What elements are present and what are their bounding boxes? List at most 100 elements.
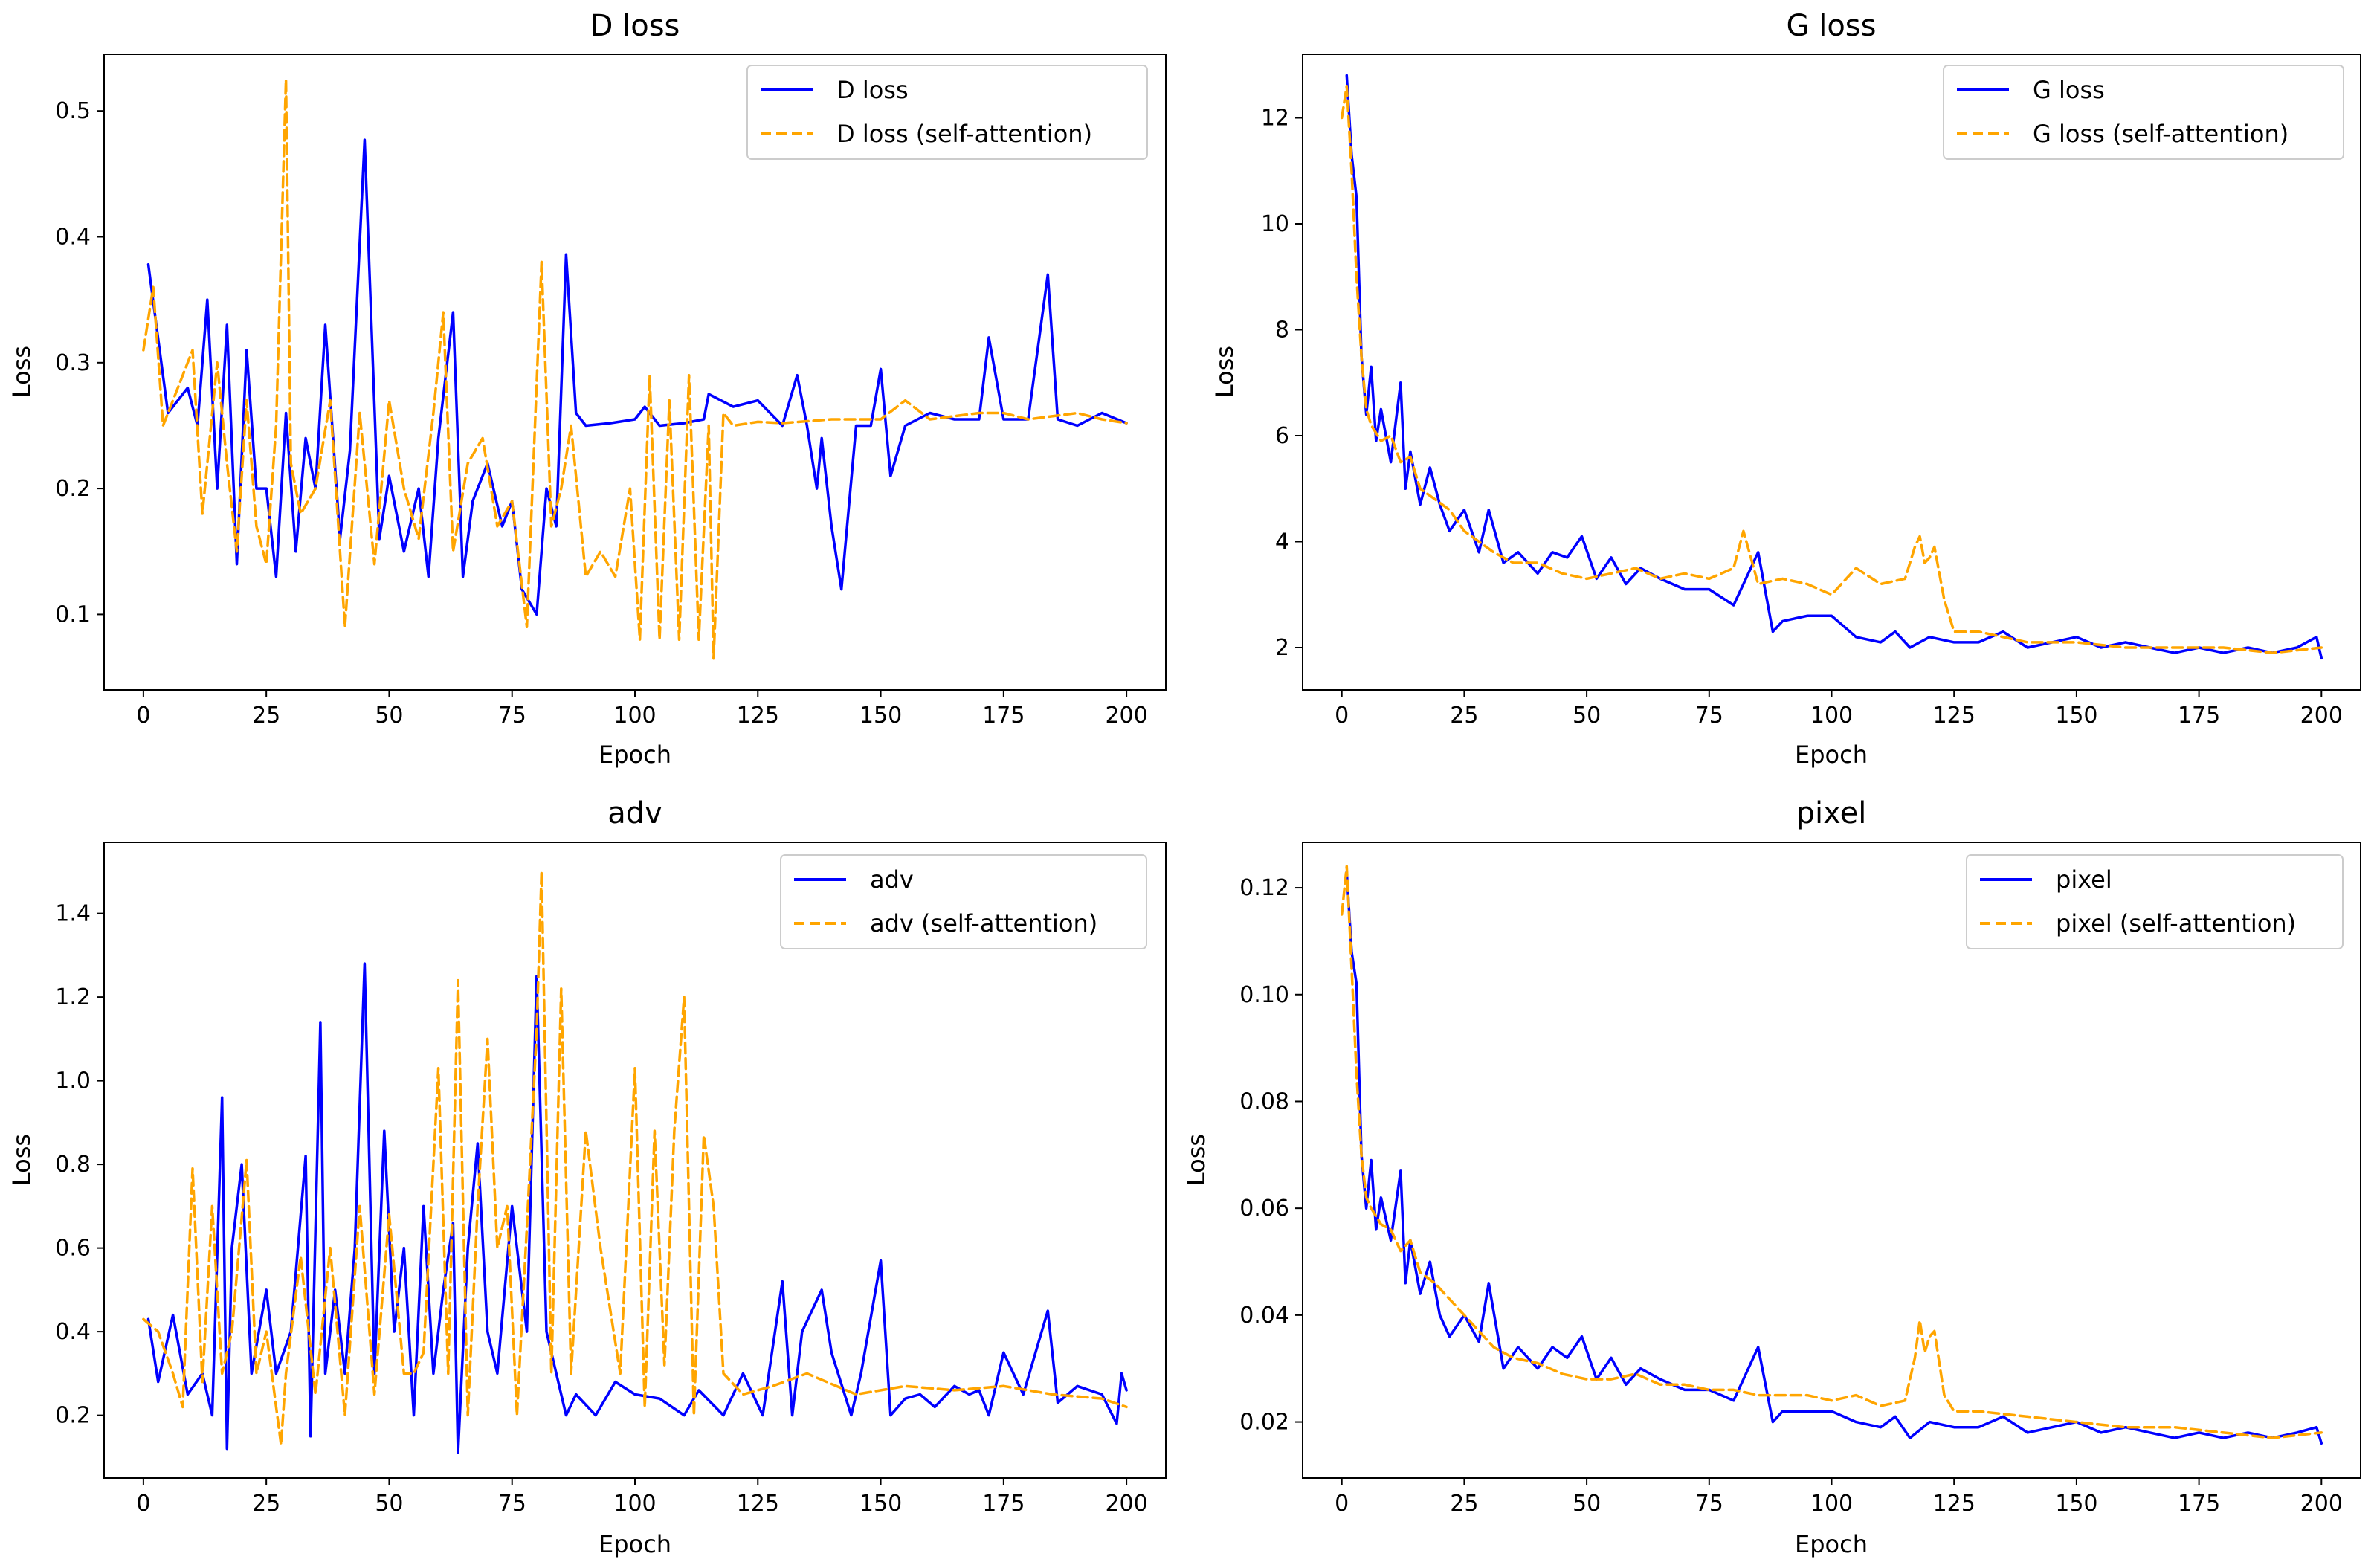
y-tick-label-adv-1: 0.4: [55, 1319, 91, 1345]
x-tick-label-pixel-200: 200: [2300, 1491, 2343, 1517]
series-line-g-loss-self-attention: [1340, 84, 2323, 654]
y-tick-label-g-loss-2: 6: [1275, 423, 1289, 449]
x-tick-label-d-loss-150: 150: [859, 703, 902, 729]
x-axis-label-adv: Epoch: [599, 1530, 671, 1558]
legend-adv: adv adv (self-attention): [780, 854, 1147, 949]
x-tick-label-adv-125: 125: [737, 1491, 779, 1517]
x-tick-label-g-loss-150: 150: [2055, 703, 2097, 729]
y-tick-label-g-loss-3: 8: [1275, 317, 1289, 343]
legend-frame-d-loss: [746, 65, 1148, 160]
y-tick-label-d-loss-4: 0.5: [55, 98, 91, 124]
x-tick-label-g-loss-0: 0: [1335, 703, 1349, 729]
x-tick-label-pixel-175: 175: [2178, 1491, 2220, 1517]
y-tick-label-adv-3: 0.8: [55, 1152, 91, 1178]
legend-label-adv-self-attention: adv (self-attention): [870, 909, 1097, 938]
x-tick-label-adv-200: 200: [1105, 1491, 1147, 1517]
x-tick-label-pixel-50: 50: [1573, 1491, 1601, 1517]
x-tick-label-d-loss-125: 125: [737, 703, 779, 729]
series-line-d-loss: [146, 138, 1128, 616]
y-tick-label-adv-2: 0.6: [55, 1236, 91, 1262]
plot-area-g-loss: 0 25 50 75 100 125 150 175 200 2 4 6 8 10 12: [1261, 54, 2361, 729]
y-tick-label-adv-4: 1.0: [55, 1068, 91, 1094]
x-tick-label-d-loss-0: 0: [136, 703, 150, 729]
x-tick-label-adv-25: 25: [252, 1491, 280, 1517]
legend-label-pixel-self-attention: pixel (self-attention): [2056, 909, 2296, 938]
y-tick-label-d-loss-2: 0.3: [55, 350, 91, 376]
series-group-g-loss: [1340, 74, 2323, 660]
legend-frame-g-loss: [1943, 65, 2344, 160]
chart-title-d-loss: D loss: [590, 9, 680, 43]
x-tick-label-adv-100: 100: [613, 1491, 656, 1517]
y-tick-label-pixel-1: 0.04: [1239, 1303, 1289, 1329]
y-tick-label-d-loss-1: 0.2: [55, 476, 91, 502]
x-tick-label-g-loss-200: 200: [2300, 703, 2343, 729]
x-tick-label-adv-150: 150: [859, 1491, 902, 1517]
legend-label-g-loss-self-attention: G loss (self-attention): [2033, 120, 2288, 148]
x-tick-label-g-loss-25: 25: [1450, 703, 1478, 729]
series-line-pixel-self-attention: [1340, 865, 2323, 1439]
y-axis-label-pixel: Loss: [1182, 1134, 1210, 1186]
plot-area-d-loss: 0 25 50 75 100 125 150 175 200 0.1 0.2 0.3 0.4 0.5: [55, 54, 1167, 729]
panel-pixel: 0 25 50 75 100 125 150 175 200 0.02 0.04 0.06 0.08 0.…: [1182, 796, 2361, 1558]
series-line-adv-self-attention: [142, 870, 1128, 1446]
y-tick-label-pixel-4: 0.10: [1239, 982, 1289, 1008]
series-line-adv: [146, 962, 1128, 1455]
x-axis-label-g-loss: Epoch: [1795, 741, 1868, 769]
y-tick-label-d-loss-0: 0.1: [55, 601, 91, 627]
x-tick-label-adv-50: 50: [375, 1491, 403, 1517]
y-axis-label-g-loss: Loss: [1210, 346, 1239, 398]
y-tick-label-adv-6: 1.4: [55, 901, 91, 927]
x-tick-label-adv-75: 75: [498, 1491, 526, 1517]
y-tick-label-adv-5: 1.2: [55, 984, 91, 1010]
x-tick-label-pixel-100: 100: [1810, 1491, 1853, 1517]
plot-frame-g-loss: [1302, 54, 2361, 691]
legend-pixel: pixel pixel (self-attention): [1966, 854, 2344, 949]
y-axis-label-adv: Loss: [7, 1134, 36, 1186]
x-tick-label-pixel-25: 25: [1450, 1491, 1478, 1517]
x-tick-label-d-loss-200: 200: [1105, 703, 1147, 729]
x-tick-label-g-loss-50: 50: [1573, 703, 1601, 729]
legend-d-loss: D loss D loss (self-attention): [746, 65, 1148, 160]
x-tick-label-g-loss-100: 100: [1810, 703, 1853, 729]
y-tick-label-d-loss-3: 0.4: [55, 224, 91, 250]
x-tick-label-pixel-0: 0: [1335, 1491, 1349, 1517]
x-tick-label-g-loss-125: 125: [1933, 703, 1975, 729]
y-axis-label-d-loss: Loss: [7, 346, 36, 398]
plot-area-adv: 0 25 50 75 100 125 150 175 200 0.2 0.4 0.6 0.8 1.0 1.2…: [55, 842, 1167, 1517]
panel-g-loss: 0 25 50 75 100 125 150 175 200 2 4 6 8 10 12 G loss Ep…: [1210, 9, 2361, 769]
x-tick-label-d-loss-50: 50: [375, 703, 403, 729]
x-tick-label-pixel-150: 150: [2055, 1491, 2097, 1517]
series-group-pixel: [1340, 865, 2323, 1445]
panel-adv: 0 25 50 75 100 125 150 175 200 0.2 0.4 0.6 0.8 1.0 1.2…: [7, 796, 1167, 1558]
x-axis-label-pixel: Epoch: [1795, 1530, 1868, 1558]
y-tick-label-g-loss-0: 2: [1275, 635, 1289, 661]
x-tick-label-adv-0: 0: [136, 1491, 150, 1517]
panel-d-loss: 0 25 50 75 100 125 150 175 200 0.1 0.2 0.3 0.4 0.5 D …: [7, 9, 1167, 769]
chart-title-pixel: pixel: [1796, 796, 1867, 830]
x-tick-label-d-loss-75: 75: [498, 703, 526, 729]
legend-frame-adv: [780, 854, 1147, 949]
x-tick-label-d-loss-100: 100: [613, 703, 656, 729]
y-tick-label-pixel-0: 0.02: [1239, 1410, 1289, 1436]
legend-label-pixel: pixel: [2056, 865, 2112, 894]
legend-frame-pixel: [1966, 854, 2344, 949]
x-tick-label-d-loss-175: 175: [982, 703, 1025, 729]
x-tick-label-g-loss-175: 175: [2178, 703, 2220, 729]
x-tick-label-g-loss-75: 75: [1695, 703, 1723, 729]
x-tick-label-pixel-75: 75: [1695, 1491, 1723, 1517]
y-tick-label-adv-0: 0.2: [55, 1403, 91, 1429]
y-tick-label-g-loss-5: 12: [1261, 106, 1289, 132]
x-tick-label-pixel-125: 125: [1933, 1491, 1975, 1517]
series-line-d-loss-self-attention: [142, 78, 1128, 660]
legend-label-adv: adv: [870, 865, 914, 894]
chart-title-adv: adv: [607, 796, 662, 830]
y-tick-label-g-loss-1: 4: [1275, 529, 1289, 555]
legend-label-d-loss: D loss: [836, 76, 909, 104]
series-line-g-loss: [1345, 74, 2323, 660]
legend-g-loss: G loss G loss (self-attention): [1943, 65, 2344, 160]
series-group-adv: [142, 870, 1128, 1455]
y-tick-label-g-loss-4: 10: [1261, 211, 1289, 237]
chart-title-g-loss: G loss: [1787, 9, 1877, 43]
y-tick-label-pixel-3: 0.08: [1239, 1088, 1289, 1114]
